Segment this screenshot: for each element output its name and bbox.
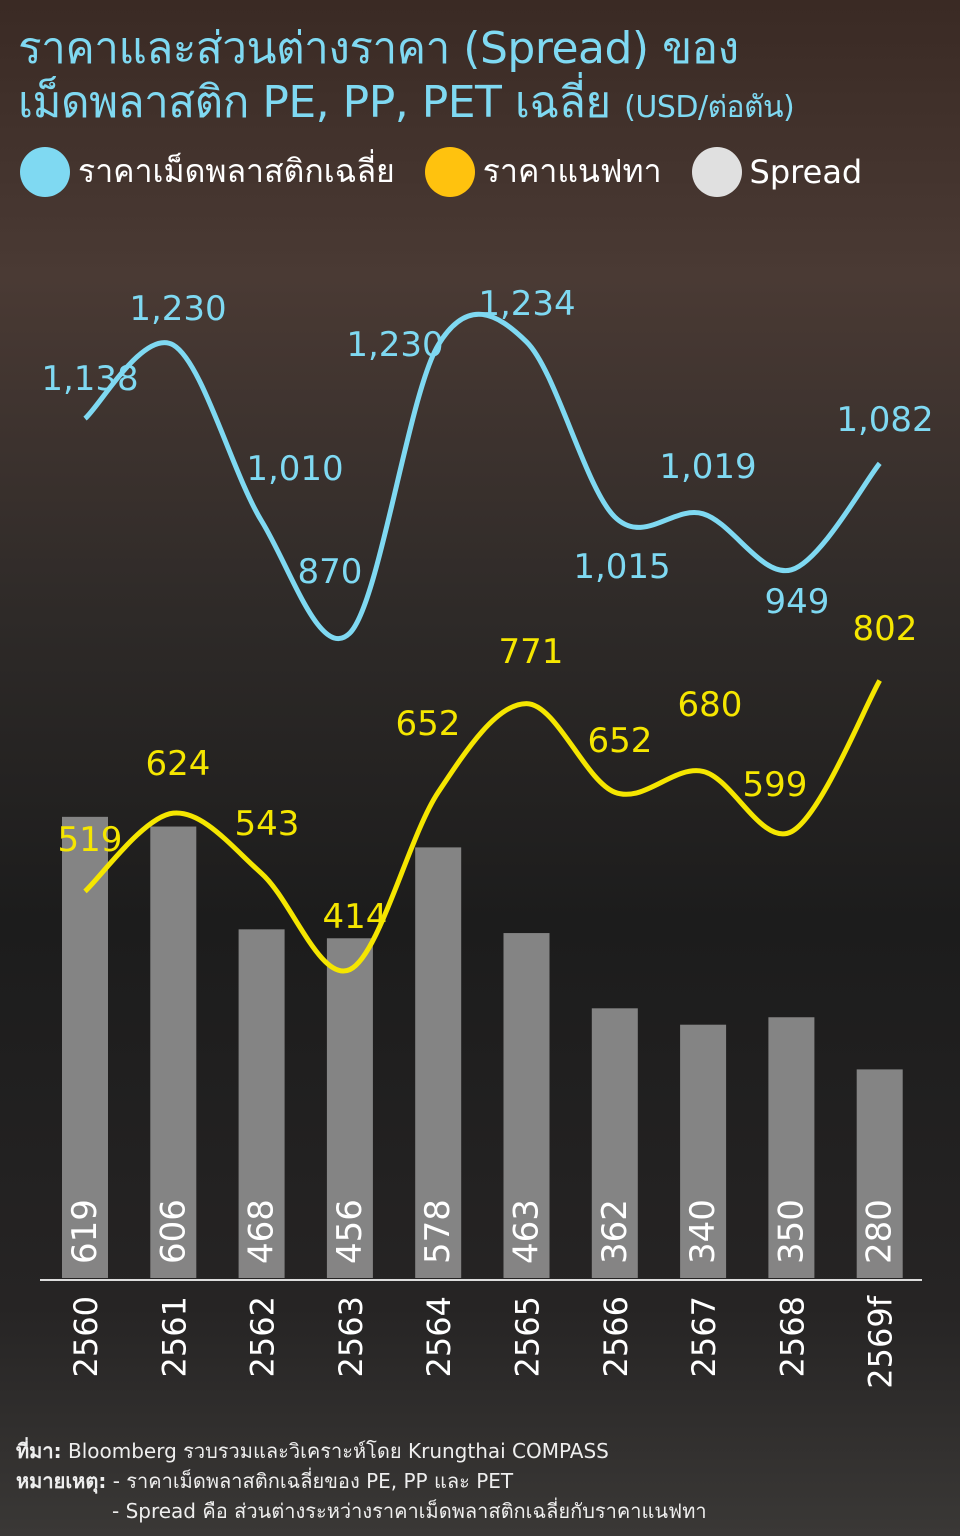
spread-bar bbox=[768, 1017, 815, 1278]
plastic-data-label: 1,230 bbox=[129, 289, 226, 329]
legend: ราคาเม็ดพลาสติกเฉลี่ย ราคาแนฟทา Spread bbox=[20, 146, 892, 197]
legend-item-naphtha: ราคาแนฟทา bbox=[424, 146, 662, 197]
spread-bar bbox=[326, 938, 373, 1278]
naphtha-data-label: 652 bbox=[588, 721, 653, 761]
spread-bar-label: 362 bbox=[595, 1199, 635, 1264]
x-tick-label: 2566 bbox=[597, 1296, 635, 1377]
plastic-data-label: 949 bbox=[765, 582, 830, 622]
spread-bar-label: 606 bbox=[153, 1199, 193, 1264]
unit-label: (USD/ต่อตัน) bbox=[624, 90, 795, 125]
x-tick-label: 2561 bbox=[155, 1296, 193, 1377]
x-tick-label: 2565 bbox=[509, 1296, 547, 1377]
x-tick-label: 2562 bbox=[244, 1296, 282, 1377]
legend-swatch bbox=[691, 146, 742, 197]
x-tick-label: 2568 bbox=[773, 1296, 811, 1377]
spread-bar-label: 619 bbox=[65, 1199, 105, 1264]
naphtha-data-label: 543 bbox=[235, 804, 300, 844]
x-tick-label: 2560 bbox=[67, 1296, 105, 1377]
spread-bar-label: 578 bbox=[418, 1199, 458, 1264]
naphtha-data-label: 652 bbox=[396, 704, 461, 744]
spread-bar-label: 456 bbox=[330, 1199, 370, 1264]
plastic-data-label: 1,010 bbox=[246, 449, 343, 489]
note-2: - Spread คือ ส่วนต่างระหว่างราคาเม็ดพลาส… bbox=[112, 1499, 707, 1523]
legend-label: ราคาแนฟทา bbox=[482, 152, 662, 190]
legend-swatch bbox=[424, 146, 475, 197]
naphtha-data-label: 802 bbox=[853, 609, 918, 649]
plastic-data-label: 1,019 bbox=[659, 447, 756, 487]
source-text: Bloomberg รวบรวมและวิเคราะห์โดย Krungtha… bbox=[67, 1439, 609, 1463]
spread-bar bbox=[503, 933, 550, 1278]
chart-title: ราคาและส่วนต่างราคา (Spread) ของ เม็ดพลา… bbox=[18, 22, 795, 135]
note-1: - ราคาเม็ดพลาสติกเฉลี่ยของ PE, PP และ PE… bbox=[112, 1469, 514, 1493]
spread-bar bbox=[62, 816, 108, 1278]
x-tick-label: 2569f bbox=[862, 1295, 900, 1388]
legend-item-spread: Spread bbox=[691, 146, 863, 197]
spread-bar bbox=[415, 847, 462, 1278]
spread-bar-label: 468 bbox=[242, 1199, 282, 1264]
legend-label: Spread bbox=[749, 152, 863, 191]
naphtha-price-line bbox=[83, 679, 882, 974]
footer: ที่มา: Bloomberg รวบรวมและวิเคราะห์โดย K… bbox=[16, 1436, 707, 1526]
x-tick-label: 2567 bbox=[685, 1296, 723, 1377]
spread-bar bbox=[591, 1008, 638, 1278]
note-label: หมายเหตุ: bbox=[16, 1469, 107, 1493]
plastic-data-label: 1,082 bbox=[836, 400, 933, 440]
spread-bar bbox=[238, 929, 285, 1278]
spread-bar bbox=[680, 1024, 727, 1278]
plastic-price-line bbox=[83, 311, 882, 642]
spread-bar bbox=[150, 826, 197, 1278]
naphtha-data-label: 414 bbox=[323, 897, 388, 937]
legend-label: ราคาเม็ดพลาสติกเฉลี่ย bbox=[78, 152, 395, 190]
title-line-2: เม็ดพลาสติก PE, PP, PET เฉลี่ย bbox=[18, 77, 611, 128]
x-tick-label: 2564 bbox=[420, 1296, 458, 1377]
naphtha-data-label: 771 bbox=[499, 632, 564, 672]
legend-item-plastic: ราคาเม็ดพลาสติกเฉลี่ย bbox=[20, 146, 395, 197]
spread-bar-label: 463 bbox=[507, 1199, 547, 1264]
spread-bar-label: 280 bbox=[860, 1199, 900, 1264]
spread-bar bbox=[856, 1069, 903, 1278]
plastic-data-label: 1,234 bbox=[478, 284, 575, 324]
naphtha-data-label: 680 bbox=[678, 685, 743, 725]
naphtha-data-label: 624 bbox=[146, 744, 211, 784]
legend-swatch bbox=[20, 146, 70, 197]
source-label: ที่มา: bbox=[16, 1439, 62, 1463]
title-line-1: ราคาและส่วนต่างราคา (Spread) ของ bbox=[18, 23, 739, 74]
plastic-data-label: 1,230 bbox=[346, 325, 443, 365]
naphtha-data-label: 519 bbox=[58, 820, 123, 860]
spread-bar-label: 340 bbox=[683, 1199, 723, 1264]
plastic-data-label: 1,015 bbox=[573, 547, 670, 587]
plastic-data-label: 870 bbox=[298, 552, 363, 592]
spread-bar-label: 350 bbox=[771, 1199, 811, 1264]
naphtha-data-label: 599 bbox=[743, 765, 808, 805]
x-tick-label: 2563 bbox=[332, 1296, 370, 1377]
plastic-data-label: 1,138 bbox=[41, 359, 138, 399]
